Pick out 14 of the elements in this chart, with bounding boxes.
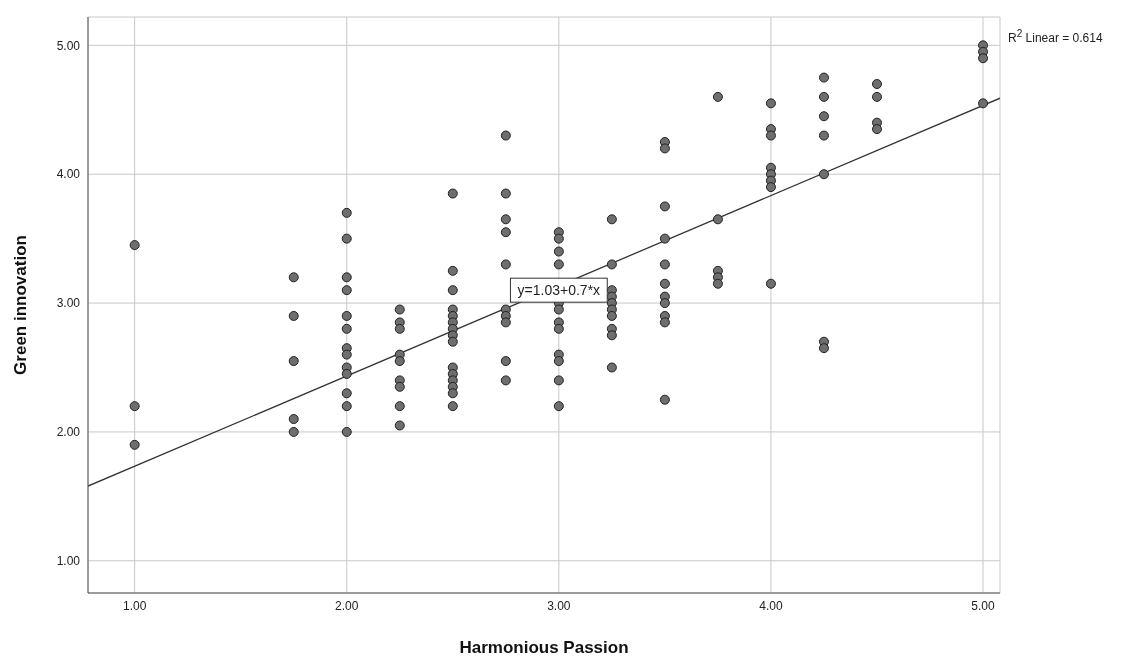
y-tick-label: 1.00 (56, 554, 81, 569)
x-tick-label: 3.00 (547, 598, 571, 613)
x-tick-label: 5.00 (971, 598, 996, 613)
text: R$^{2}$ Linear = 0.614 (1008, 28, 1103, 45)
y-tick-label: 3.00 (56, 296, 81, 311)
y-tick-label: 2.00 (56, 425, 81, 440)
y-axis-title: Green innovation (11, 235, 31, 375)
x-tick-label: 2.00 (335, 598, 359, 613)
x-tick-label: 1.00 (122, 598, 147, 613)
annotation: y=1.03+0.7*x (517, 282, 601, 299)
y-tick-label: 4.00 (56, 167, 81, 182)
x-axis-title: Harmonious Passion (459, 638, 629, 657)
x-tick-label: 4.00 (759, 598, 783, 613)
y-tick-label: 5.00 (56, 38, 81, 53)
